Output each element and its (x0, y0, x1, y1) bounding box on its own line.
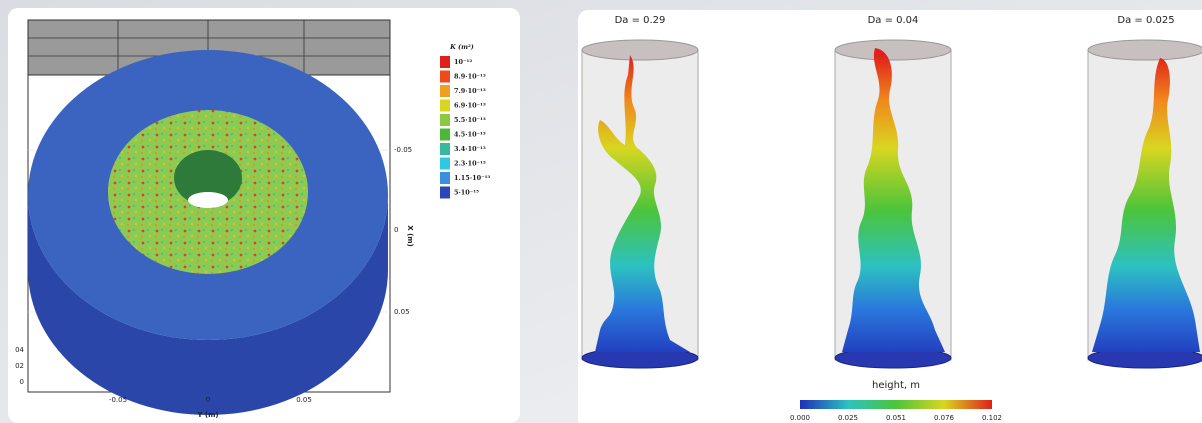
cylinders (582, 40, 1202, 368)
legend-label: 7.9·10⁻¹³ (454, 87, 486, 95)
legend-swatch (440, 143, 450, 155)
figure: K (m²) 10⁻¹² 8.9·10⁻¹³ 7.9·10⁻¹³ 6.9·10⁻¹³ 5… (0, 0, 1202, 423)
legend-label: 5.5·10⁻¹³ (454, 116, 486, 124)
cylinder-top (835, 40, 951, 60)
legend-label: 1.15·10⁻¹³ (454, 174, 490, 182)
hole-bottom (188, 192, 228, 208)
legend-label: 4.5·10⁻¹³ (454, 131, 486, 139)
cylinder-top (582, 40, 698, 60)
panel-title: Da = 0.025 (1117, 15, 1174, 26)
colorbar-tick-label: 0.076 (934, 414, 955, 422)
legend-label: 10⁻¹² (454, 58, 472, 66)
right-axis-label: X (m) (406, 225, 414, 247)
page: K (m²) 10⁻¹² 8.9·10⁻¹³ 7.9·10⁻¹³ 6.9·10⁻¹³ 5… (0, 0, 1202, 423)
x-tick-label: -0.05 (109, 396, 127, 404)
legend-swatch (440, 85, 450, 97)
left-tick-label: 02 (15, 362, 24, 370)
legend-swatch (440, 129, 450, 141)
colorbar-tick-label: 0.051 (886, 414, 906, 422)
legend-swatch (440, 114, 450, 126)
cylinder-top (1088, 40, 1202, 60)
legend-label: 8.9·10⁻¹³ (454, 73, 486, 81)
right-tick-label: 0.05 (394, 308, 410, 316)
legend-swatch (440, 187, 450, 199)
left-tick-label: 0 (20, 378, 24, 386)
panel-title: Da = 0.29 (615, 15, 666, 26)
panel-title: Da = 0.04 (868, 15, 919, 26)
legend-title: K (m²) (449, 43, 474, 51)
x-tick-label: 0.05 (296, 396, 312, 404)
legend-swatch (440, 71, 450, 83)
colorbar-label: height, m (872, 380, 920, 391)
legend-swatch (440, 172, 450, 184)
legend-label: 6.9·10⁻¹³ (454, 102, 486, 110)
colorbar-tick-label: 0.000 (790, 414, 810, 422)
left-tick-label: 04 (15, 346, 24, 354)
colorbar (800, 400, 992, 409)
legend-label: 3.4·10⁻¹³ (454, 145, 486, 153)
legend-swatch (440, 100, 450, 112)
right-tick-label: 0 (394, 226, 398, 234)
right-tick-label: -0.05 (394, 146, 412, 154)
colorbar-tick-label: 0.025 (838, 414, 858, 422)
legend-label: 5·10⁻¹⁵ (454, 189, 479, 197)
x-tick-label: 0 (206, 396, 210, 404)
colorbar-tick-label: 0.102 (982, 414, 1002, 422)
legend-swatch (440, 56, 450, 68)
legend-swatch (440, 158, 450, 170)
legend-label: 2.3·10⁻¹³ (454, 160, 486, 168)
x-axis-label: Y (m) (196, 411, 218, 419)
